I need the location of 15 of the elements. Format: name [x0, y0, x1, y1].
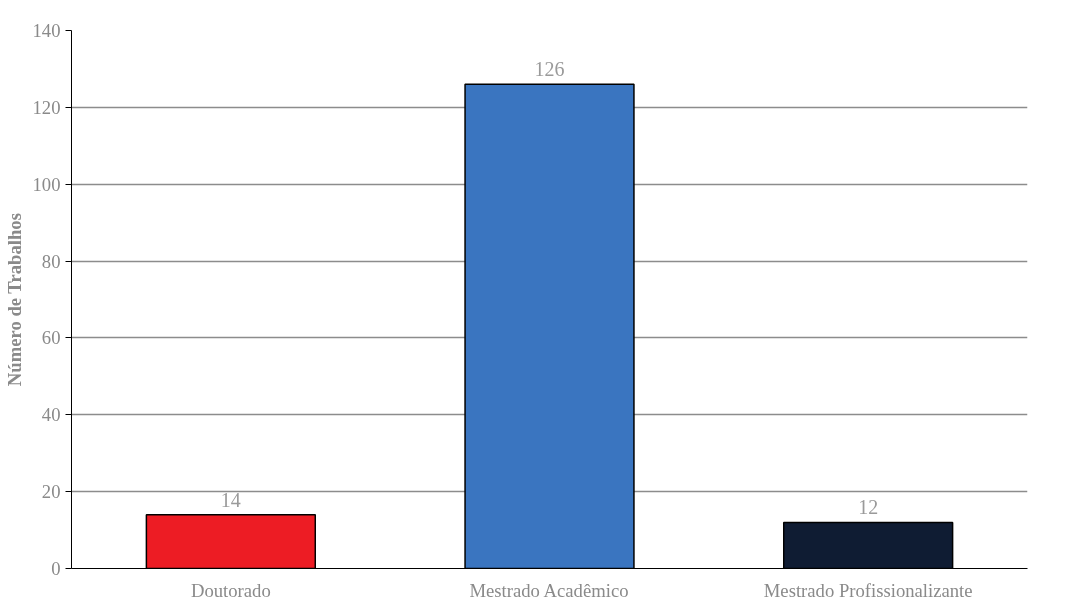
y-tick-label: 80 [41, 250, 61, 272]
y-tick-label: 40 [41, 404, 61, 426]
x-tick-label: Doutorado [190, 579, 271, 601]
x-tick-label: Mestrado Profissionalizante [763, 579, 973, 601]
data-label: 14 [220, 488, 241, 511]
data-label: 126 [534, 58, 565, 81]
y-axis-title: Número de Trabalhos [3, 213, 25, 387]
y-tick-label: 20 [41, 481, 61, 503]
x-tick-label: Mestrado Acadêmico [469, 579, 629, 601]
y-tick-label: 140 [32, 20, 61, 41]
y-tick-label: 100 [32, 173, 61, 195]
y-tick-label: 60 [41, 327, 61, 349]
y-tick-label: 120 [32, 96, 61, 118]
data-label: 12 [858, 496, 879, 519]
y-tick-label: 0 [51, 558, 61, 579]
